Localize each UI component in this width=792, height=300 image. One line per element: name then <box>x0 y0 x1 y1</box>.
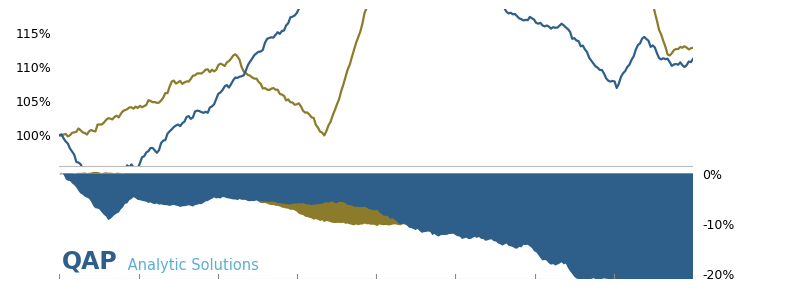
Text: Analytic Solutions: Analytic Solutions <box>123 258 259 273</box>
Text: QAP: QAP <box>62 249 117 273</box>
